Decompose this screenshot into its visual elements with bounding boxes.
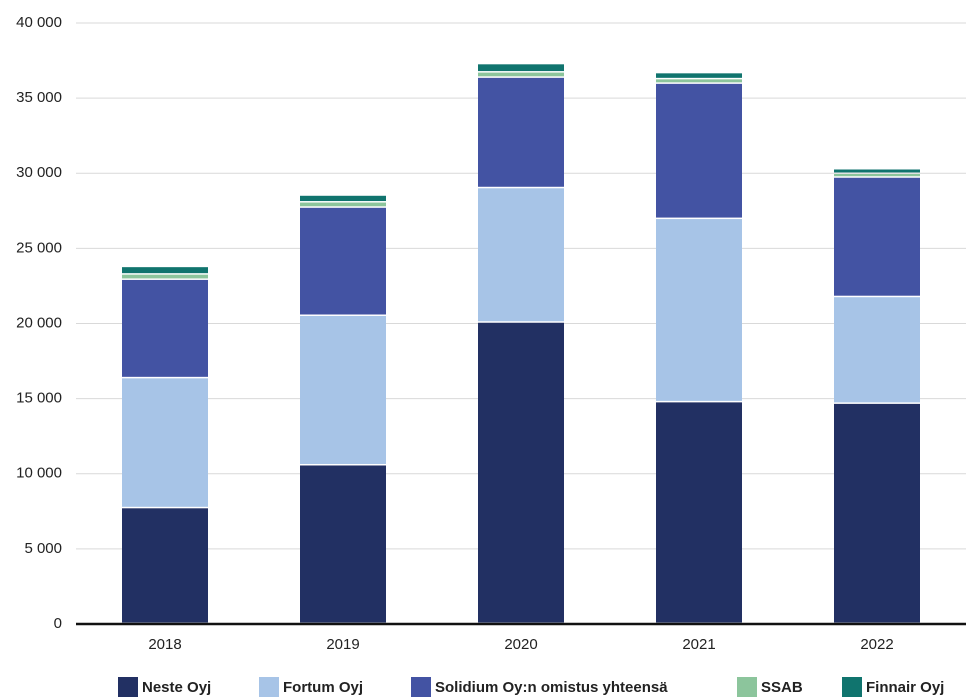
bar-segment [122,279,208,377]
bar-segment [478,77,564,187]
bar-segment [478,322,564,623]
x-axis-tick-labels: 2018 2019 2020 2021 2022 [148,636,893,653]
x-tick-label: 2021 [682,636,715,653]
bar-segment [122,267,208,274]
bar-segment [656,83,742,218]
x-tick-label: 2019 [326,636,359,653]
bar-segment [656,219,742,401]
bar-segment [834,169,920,173]
bar-segment [656,79,742,83]
bar-segment [834,177,920,296]
bar-segment [300,195,386,202]
legend-swatch [118,677,138,697]
bar-segment [656,73,742,78]
bar-segment [300,207,386,315]
bar-segment [834,297,920,403]
legend-label: Neste Oyj [142,679,211,696]
x-tick-label: 2022 [860,636,893,653]
bar-segment [300,202,386,207]
bars [122,64,920,623]
bar-segment [834,174,920,177]
legend-label: Solidium Oy:n omistus yhteensä [435,679,668,696]
legend: Neste Oyj Fortum Oyj Solidium Oy:n omistus… [118,677,944,697]
bar-segment [478,64,564,72]
y-tick-label: 25 000 [16,239,62,256]
y-tick-label: 10 000 [16,465,62,482]
bar-segment [300,315,386,464]
legend-label: SSAB [761,679,803,696]
legend-swatch [259,677,279,697]
y-tick-label: 40 000 [16,14,62,31]
y-tick-label: 20 000 [16,314,62,331]
y-tick-label: 15 000 [16,390,62,407]
legend-label: Fortum Oyj [283,679,363,696]
y-tick-label: 30 000 [16,164,62,181]
legend-swatch [737,677,757,697]
bar-segment [122,508,208,623]
legend-swatch [411,677,431,697]
bar-segment [656,402,742,623]
bar-segment [300,465,386,623]
y-tick-label: 5 000 [24,540,62,557]
x-tick-label: 2020 [504,636,537,653]
y-tick-label: 0 [54,615,62,632]
bar-segment [478,72,564,77]
bar-segment [122,274,208,279]
legend-label: Finnair Oyj [866,679,944,696]
bar-segment [478,188,564,322]
bar-segment [834,403,920,623]
y-axis-tick-labels: 0 5 000 10 000 15 000 20 000 25 000 30 000 35 0… [16,14,62,632]
legend-swatch [842,677,862,697]
x-tick-label: 2018 [148,636,181,653]
y-tick-label: 35 000 [16,89,62,106]
bar-segment [122,378,208,507]
